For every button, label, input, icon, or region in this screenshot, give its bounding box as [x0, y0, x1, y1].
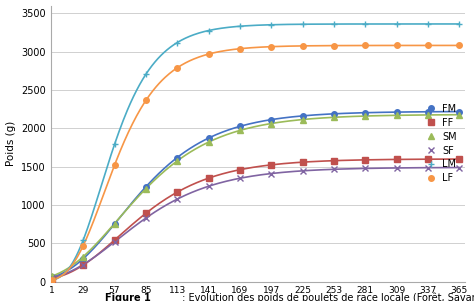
SM	[456, 113, 462, 116]
LM	[331, 22, 337, 26]
LM	[49, 278, 55, 282]
FF	[425, 157, 431, 161]
LF	[174, 66, 180, 70]
SM	[112, 222, 118, 225]
LF	[112, 163, 118, 167]
SF	[331, 167, 337, 171]
SF	[456, 166, 462, 169]
FF	[362, 158, 368, 162]
FF	[80, 263, 86, 267]
SF	[112, 240, 118, 244]
FM	[237, 125, 243, 128]
SF	[300, 169, 305, 173]
LF	[331, 44, 337, 47]
SM	[237, 129, 243, 132]
SF	[362, 167, 368, 170]
SF	[425, 166, 431, 169]
FM	[268, 118, 274, 121]
FM	[456, 110, 462, 113]
FF	[237, 168, 243, 172]
Line: FF: FF	[49, 156, 462, 281]
LM	[425, 22, 431, 26]
SF	[394, 166, 400, 170]
LM	[237, 24, 243, 28]
FM	[394, 110, 400, 114]
Text: : Evolution des poids de poulets de race locale (Forêt, Savane) et Label Rouge.: : Evolution des poids de poulets de race…	[179, 293, 474, 301]
SF	[49, 276, 55, 280]
FF	[174, 190, 180, 194]
Line: LM: LM	[48, 20, 463, 284]
FF	[394, 158, 400, 161]
Y-axis label: Poids (g): Poids (g)	[6, 121, 16, 166]
FM	[174, 156, 180, 159]
FF	[143, 212, 149, 215]
Line: LF: LF	[49, 43, 462, 283]
Text: Figure 1: Figure 1	[105, 293, 150, 301]
SM	[49, 274, 55, 278]
SM	[362, 114, 368, 118]
LM	[268, 23, 274, 26]
SM	[300, 118, 305, 121]
LM	[80, 238, 86, 242]
FF	[49, 277, 55, 281]
LF	[425, 44, 431, 47]
FM	[331, 112, 337, 116]
Legend: FM, FF, SM, SF, LM, LF: FM, FF, SM, SF, LM, LF	[421, 101, 460, 186]
FF	[112, 238, 118, 242]
LF	[300, 44, 305, 48]
FM	[362, 111, 368, 114]
SM	[268, 122, 274, 125]
LF	[456, 44, 462, 47]
FM	[425, 110, 431, 113]
FF	[456, 157, 462, 161]
SF	[143, 216, 149, 220]
SF	[206, 185, 211, 188]
FF	[268, 163, 274, 167]
FF	[331, 159, 337, 163]
FM	[49, 276, 55, 279]
FM	[80, 257, 86, 261]
LM	[174, 41, 180, 44]
LM	[300, 23, 305, 26]
LF	[49, 278, 55, 282]
Line: SM: SM	[49, 112, 462, 279]
SF	[268, 172, 274, 175]
LM	[362, 22, 368, 26]
FF	[300, 160, 305, 164]
SF	[237, 176, 243, 180]
LF	[80, 244, 86, 247]
SF	[174, 197, 180, 201]
LM	[456, 22, 462, 26]
LF	[143, 99, 149, 102]
LM	[206, 29, 211, 32]
SM	[174, 159, 180, 163]
LF	[394, 44, 400, 47]
LF	[268, 45, 274, 48]
LF	[206, 52, 211, 56]
LM	[112, 143, 118, 146]
LM	[394, 22, 400, 26]
LF	[237, 47, 243, 51]
SM	[425, 113, 431, 117]
FM	[206, 136, 211, 140]
SM	[331, 116, 337, 119]
FM	[300, 114, 305, 118]
FF	[206, 176, 211, 180]
FM	[143, 185, 149, 189]
SM	[80, 255, 86, 259]
Line: FM: FM	[49, 109, 462, 280]
SM	[206, 140, 211, 144]
LF	[362, 44, 368, 47]
SM	[143, 187, 149, 191]
SF	[80, 263, 86, 266]
SM	[394, 113, 400, 117]
FM	[112, 222, 118, 226]
Line: SF: SF	[49, 165, 462, 281]
LM	[143, 73, 149, 76]
